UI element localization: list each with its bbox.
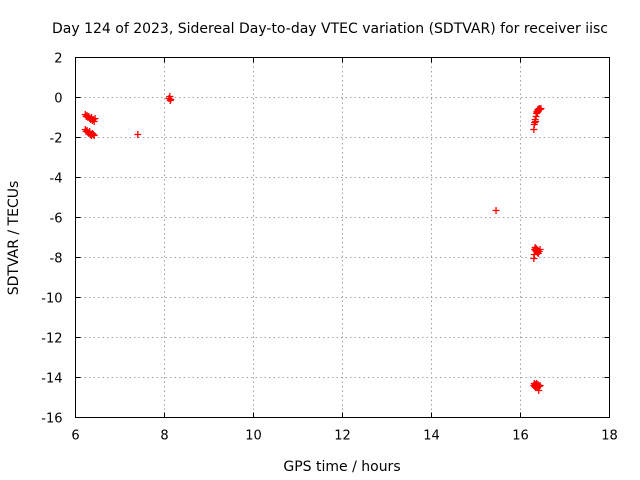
data-point-marker [89, 131, 97, 138]
chart-title: Day 124 of 2023, Sidereal Day-to-day VTE… [52, 21, 608, 37]
x-tick-label: 6 [71, 429, 79, 444]
data-point-marker [536, 106, 544, 113]
y-tick-label: -6 [50, 212, 63, 227]
y-tick-label: -4 [50, 172, 63, 187]
data-points [81, 93, 545, 394]
y-tick-label: -14 [41, 372, 62, 387]
data-point-marker [166, 97, 174, 104]
y-axis-title: SDTVAR / TECUs [6, 181, 22, 296]
data-point-marker [492, 207, 500, 214]
y-tick-label: -2 [50, 132, 63, 147]
data-point-marker [537, 105, 545, 112]
data-point-marker [90, 132, 98, 139]
x-tick-label: 8 [160, 429, 168, 444]
data-point-marker [134, 131, 142, 138]
y-tick-label: 0 [54, 92, 62, 107]
data-point-marker [536, 382, 544, 389]
data-point-marker [91, 115, 99, 122]
x-tick-label: 18 [601, 429, 618, 444]
y-tick-label: -10 [41, 292, 62, 307]
x-axis-title: GPS time / hours [283, 459, 400, 475]
y-tick-label: -12 [41, 332, 62, 347]
x-tick-label: 10 [245, 429, 262, 444]
data-point-marker [536, 246, 544, 253]
x-tick-label: 12 [334, 429, 351, 444]
y-tick-label: -8 [50, 252, 63, 267]
data-point-marker [90, 118, 98, 125]
y-tick-label: 2 [54, 52, 62, 67]
grid-lines [75, 57, 610, 418]
y-tick-label: -16 [41, 412, 62, 427]
x-tick-label: 16 [512, 429, 529, 444]
data-point-marker [535, 383, 543, 390]
x-tick-label: 14 [423, 429, 440, 444]
